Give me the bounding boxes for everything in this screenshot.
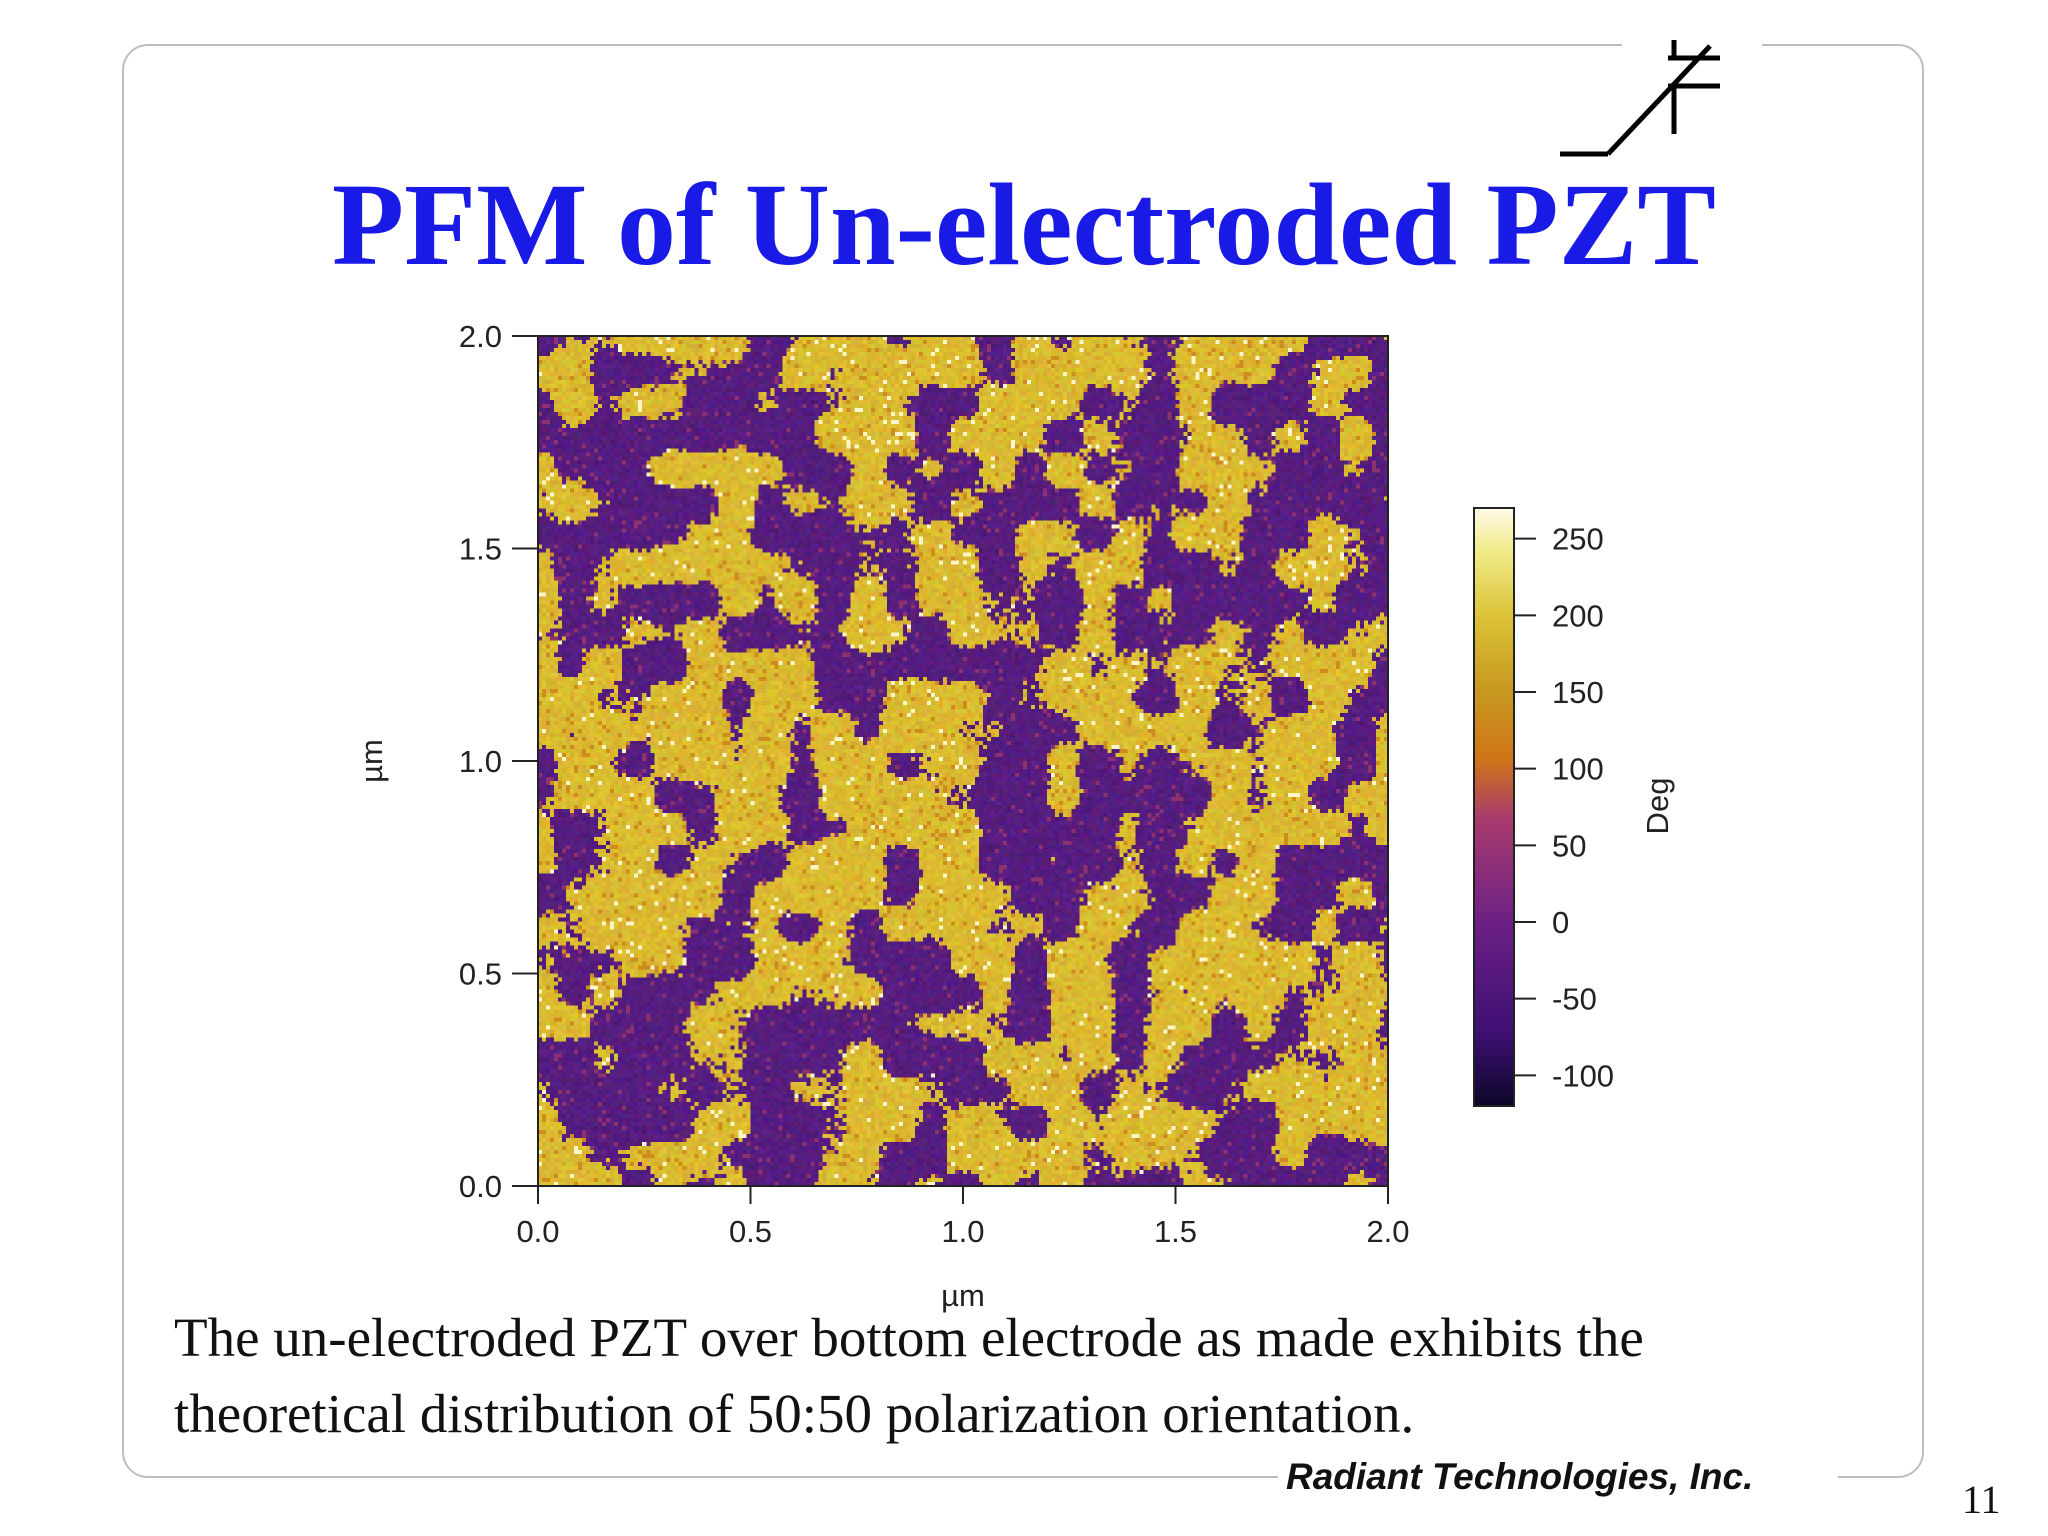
- colorbar-tick-label: 200: [1552, 598, 1604, 633]
- slide-frame: [122, 44, 1924, 1478]
- slide-title: PFM of Un-electroded PZT: [331, 159, 1717, 290]
- y-tick-label: 0.5: [459, 957, 502, 992]
- y-axis: 0.0 0.5 1.0 1.5 2.0: [459, 319, 538, 1204]
- x-tick-label: 0.5: [729, 1214, 772, 1249]
- colorbar-tick-label: 150: [1552, 675, 1604, 710]
- slide-caption: The un-electroded PZT over bottom electr…: [174, 1300, 1874, 1452]
- pfm-phase-heatmap: [538, 336, 1388, 1186]
- ferroelectric-capacitor-symbol-icon: [1560, 40, 1720, 157]
- y-axis-label: µm: [354, 739, 389, 783]
- colorbar-tick-label: -50: [1552, 982, 1597, 1017]
- y-tick-label: 0.0: [459, 1169, 502, 1204]
- y-tick-label: 2.0: [459, 319, 502, 354]
- colorbar-tick-label: 100: [1552, 752, 1604, 787]
- colorbar-tick-label: 250: [1552, 522, 1604, 557]
- caption-line: The un-electroded PZT over bottom electr…: [174, 1307, 1644, 1368]
- colorbar-tick-label: 50: [1552, 828, 1586, 863]
- x-axis-label: µm: [941, 1278, 985, 1313]
- x-tick-label: 0.0: [516, 1214, 559, 1249]
- colorbar-tick-label: 0: [1552, 905, 1569, 940]
- frame-gap: [1622, 36, 1762, 52]
- y-tick-label: 1.5: [459, 532, 502, 567]
- x-axis: 0.0 0.5 1.0 1.5 2.0: [516, 1186, 1410, 1249]
- caption-line: theoretical distribution of 50:50 polari…: [174, 1383, 1415, 1444]
- frame-gap: [1278, 1468, 1838, 1490]
- colorbar-tick-label: -100: [1552, 1058, 1614, 1093]
- x-tick-label: 2.0: [1366, 1214, 1409, 1249]
- company-name: Radiant Technologies, Inc.: [1286, 1456, 1754, 1497]
- colorbar-label: Deg: [1640, 778, 1675, 835]
- x-tick-label: 1.5: [1154, 1214, 1197, 1249]
- page-number: 11: [1962, 1477, 2001, 1522]
- y-tick-label: 1.0: [459, 744, 502, 779]
- heatmap-image: [538, 336, 1388, 1186]
- x-tick-label: 1.0: [941, 1214, 984, 1249]
- colorbar-ticks: 250 200 150 100 50 0 -50 -100: [1514, 522, 1614, 1093]
- colorbar: [1473, 507, 1515, 1107]
